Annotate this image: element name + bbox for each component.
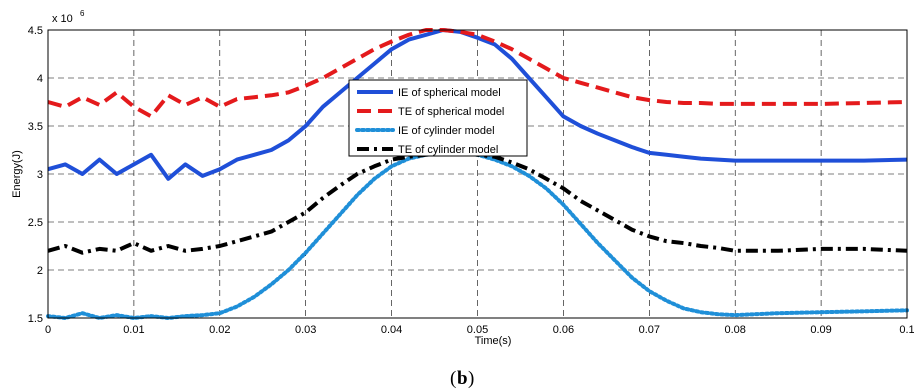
x-tick-label: 0.04 [381,324,402,336]
y-tick-labels: 1.5 2 2.5 3 3.5 4 4.5 [28,25,43,325]
y-tick-label: 4.5 [28,25,43,37]
y-axis-label: Energy(J) [11,150,23,198]
legend-label-2: TE of spherical model [398,106,504,118]
caption-open-paren: ( [450,368,456,389]
y-tick-label: 3 [37,169,43,181]
x-tick-label: 0.1 [899,324,914,336]
y-multiplier-base: x 10 [52,13,73,25]
caption-letter: b [457,368,468,389]
x-tick-label: 0.01 [123,324,144,336]
x-tick-label: 0.09 [810,324,831,336]
legend-label-1: IE of spherical model [398,87,501,99]
plot-frame [47,29,908,319]
y-tick-label: 1.5 [28,313,43,325]
series-line-1 [47,28,908,181]
caption-close-paren: ) [468,368,474,389]
y-tick-label: 2 [37,265,43,277]
y-tick-label: 2.5 [28,217,43,229]
legend: IE of spherical model TE of spherical mod… [348,79,528,157]
legend-label-4: TE of cylinder model [398,144,498,156]
x-axis-label: Time(s) [475,335,512,347]
x-tick-labels: 0 0.01 0.02 0.03 0.04 0.05 0.06 0.07 0.08 0.09 0.1 [45,324,914,336]
y-tick-label: 4 [37,73,43,85]
x-tick-label: 0.07 [639,324,660,336]
y-tick-label: 3.5 [28,121,43,133]
x-tick-label: 0.05 [467,324,488,336]
y-multiplier-exponent: 6 [80,9,85,18]
x-tick-label: 0 [45,324,51,336]
x-tick-label: 0.02 [209,324,230,336]
legend-label-3: IE of cylinder model [398,125,495,137]
x-tick-label: 0.06 [553,324,574,336]
x-tick-label: 0.03 [295,324,316,336]
x-tick-label: 0.08 [724,324,745,336]
